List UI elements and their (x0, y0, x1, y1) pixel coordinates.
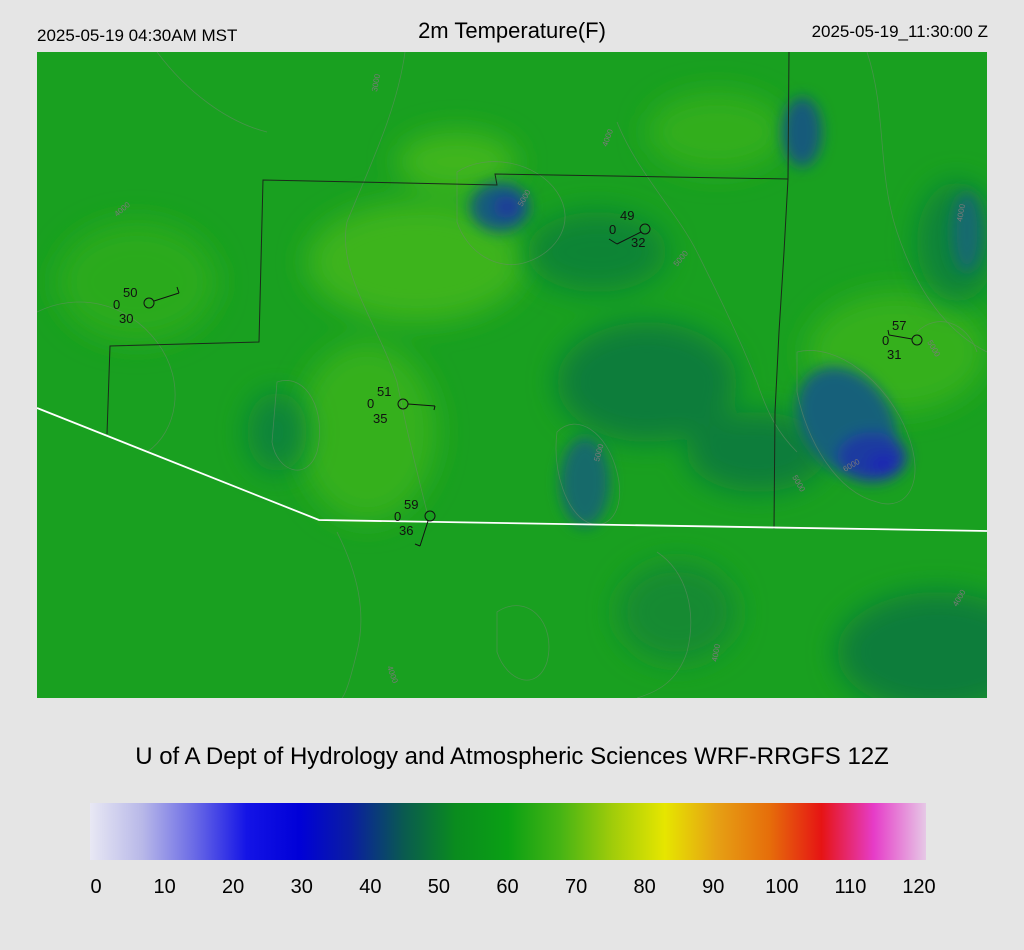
station-temp: 57 (892, 318, 906, 333)
colorbar-tick-label: 60 (496, 876, 519, 898)
colorbar-tick-label: 20 (222, 876, 245, 898)
station-dew: 30 (119, 311, 133, 326)
colorbar-tick-label: 50 (427, 876, 451, 898)
station-vis: 0 (394, 509, 401, 524)
station-temp: 49 (620, 208, 634, 223)
credit-line: U of A Dept of Hydrology and Atmospheric… (135, 743, 889, 770)
colorbar-tick-label: 70 (564, 876, 588, 898)
colorbar-tick-label: 10 (153, 876, 176, 898)
station-dew: 35 (373, 411, 387, 426)
colorbar-tick-label: 80 (633, 876, 656, 898)
colorbar-tick-label: 0 (90, 876, 102, 898)
colorbar-tick-label: 110 (834, 876, 867, 898)
colorbar-tick-label: 90 (702, 876, 725, 898)
station-plot: 57 0 31 (882, 318, 923, 362)
station-vis: 0 (367, 396, 374, 411)
station-vis: 0 (882, 333, 889, 348)
station-temp: 59 (404, 497, 418, 512)
colorbar-tick-label: 120 (902, 876, 936, 898)
station-plot: 50 0 30 (113, 285, 180, 326)
state-border (37, 407, 987, 532)
station-temp: 51 (377, 384, 391, 399)
map-title: 2m Temperature(F) (418, 18, 606, 43)
cold-areas (470, 97, 982, 527)
valid-time-utc: 2025-05-19_11:30:00 Z (811, 22, 988, 41)
county-boundaries (106, 52, 790, 530)
warm-areas (57, 92, 987, 522)
station-plot: 59 0 36 (394, 497, 436, 547)
valid-time-local: 2025-05-19 04:30AM MST (37, 26, 238, 45)
colorbar-tick-label: 100 (765, 876, 799, 898)
contour-label: 3000 (370, 73, 382, 93)
station-dew: 31 (887, 347, 901, 362)
colorbar-tick-label: 40 (359, 876, 382, 898)
station-temp: 50 (123, 285, 137, 300)
colorbar-tick-label: 30 (290, 876, 313, 898)
elevation-contours (37, 52, 987, 698)
colorbar-ticks: 0 10 20 30 40 50 60 70 80 90 100 110 120 (0, 876, 1024, 902)
station-dew: 36 (399, 523, 413, 538)
temperature-map: 3000 5000 4000 5000 5000 6000 5000 5000 … (37, 52, 987, 698)
contour-label: 4000 (710, 643, 722, 663)
station-plot: 51 0 35 (367, 384, 436, 426)
temperature-colorbar (90, 803, 926, 860)
station-dew: 32 (631, 235, 645, 250)
contour-label: 4000 (955, 203, 967, 223)
station-vis: 0 (113, 297, 120, 312)
station-vis: 0 (609, 222, 616, 237)
station-plot: 49 0 32 (608, 208, 651, 250)
